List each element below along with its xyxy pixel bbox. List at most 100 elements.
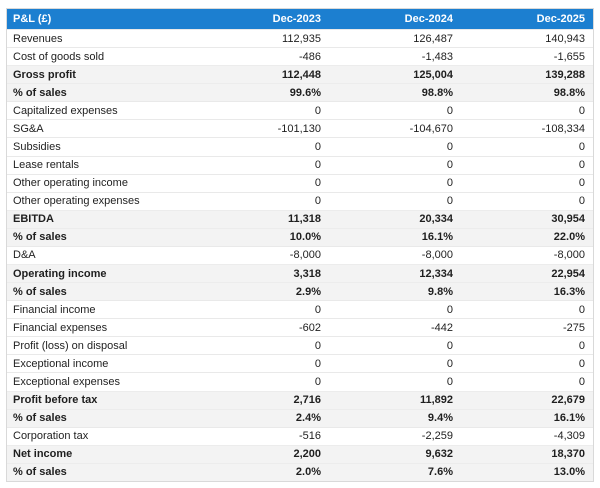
- row-value: 0: [314, 104, 321, 117]
- row-label: Subsidies: [13, 141, 61, 153]
- row-value: 112,448: [281, 68, 321, 81]
- row-value: 0: [578, 303, 585, 316]
- row-label: Revenues: [13, 32, 63, 45]
- row-value: 98.8%: [421, 86, 453, 99]
- table-row-net-income: Net income 2,200 9,632 18,370: [7, 444, 593, 463]
- row-value: -602: [298, 321, 321, 334]
- row-value: 10.0%: [289, 231, 321, 244]
- table-row-other-operating-income: Other operating income 0 0 0: [7, 173, 593, 192]
- row-label: Exceptional income: [13, 357, 109, 370]
- row-value: 0: [446, 159, 453, 172]
- row-value: 0: [314, 177, 321, 190]
- row-value: 9,632: [425, 448, 453, 461]
- table-row-lease-rentals: Lease rentals 0 0 0: [7, 155, 593, 174]
- row-value: -486: [298, 50, 321, 63]
- row-label: % of sales: [13, 466, 67, 479]
- row-value: 140,943: [545, 32, 585, 45]
- row-value: 16.3%: [553, 285, 585, 298]
- row-value: 30,954: [551, 213, 585, 226]
- row-value: 0: [578, 339, 585, 352]
- row-value: 2,716: [293, 394, 321, 407]
- row-value: -1,483: [421, 50, 453, 63]
- table-row-subsidies: Subsidies 0 0 0: [7, 137, 593, 156]
- table-row-financial-income: Financial income 0 0 0: [7, 300, 593, 319]
- row-value: 0: [578, 104, 585, 117]
- row-value: 16.1%: [553, 412, 585, 425]
- table-row-profit-before-tax: Profit before tax 2,716 11,892 22,679: [7, 390, 593, 409]
- row-label: EBITDA: [13, 213, 54, 226]
- row-value: 9.4%: [427, 412, 453, 425]
- column-header-dec-2024: Dec-2024: [404, 13, 453, 25]
- table-row-capitalized-expenses: Capitalized expenses 0 0 0: [7, 101, 593, 120]
- row-value: -8,000: [289, 249, 321, 262]
- row-value: 22,679: [551, 394, 585, 407]
- table-row-cost-of-goods-sold: Cost of goods sold -486 -1,483 -1,655: [7, 47, 593, 66]
- row-value: 0: [578, 141, 585, 153]
- table-row-corporation-tax: Corporation tax -516 -2,259 -4,309: [7, 426, 593, 445]
- row-label: Profit (loss) on disposal: [13, 339, 128, 352]
- table-row-ebitda-pct: % of sales 10.0% 16.1% 22.0%: [7, 227, 593, 246]
- row-value: 0: [446, 177, 453, 190]
- row-value: 0: [446, 376, 453, 389]
- row-value: 0: [446, 339, 453, 352]
- row-value: 0: [446, 141, 453, 153]
- row-value: 139,288: [545, 68, 585, 81]
- row-value: 20,334: [419, 213, 453, 226]
- row-value: 0: [578, 195, 585, 208]
- table-row-revenues: Revenues 112,935 126,487 140,943: [7, 29, 593, 48]
- row-label: Financial expenses: [13, 321, 108, 334]
- table-row-operating-income: Operating income 3,318 12,334 22,954: [7, 264, 593, 283]
- row-label: Capitalized expenses: [13, 104, 118, 117]
- row-value: 0: [314, 339, 321, 352]
- row-label: Gross profit: [13, 68, 76, 81]
- row-label: Financial income: [13, 303, 96, 316]
- row-value: 125,004: [413, 68, 453, 81]
- row-value: 2.9%: [295, 285, 321, 298]
- table-row-profit-loss-on-disposal: Profit (loss) on disposal 0 0 0: [7, 336, 593, 355]
- row-label: Other operating income: [13, 177, 128, 190]
- row-value: 0: [446, 303, 453, 316]
- row-label: SG&A: [13, 122, 44, 135]
- table-row-gross-profit: Gross profit 112,448 125,004 139,288: [7, 65, 593, 84]
- row-value: 2.4%: [295, 412, 321, 425]
- row-label: Profit before tax: [13, 394, 98, 407]
- row-value: 126,487: [413, 32, 453, 45]
- table-row-profit-before-tax-pct: % of sales 2.4% 9.4% 16.1%: [7, 408, 593, 427]
- row-value: 22.0%: [553, 231, 585, 244]
- row-label: D&A: [13, 249, 36, 262]
- row-value: 98.8%: [553, 86, 585, 99]
- row-label: % of sales: [13, 412, 67, 425]
- table-row-exceptional-income: Exceptional income 0 0 0: [7, 354, 593, 373]
- row-value: -8,000: [421, 249, 453, 262]
- row-value: 112,935: [282, 32, 321, 45]
- row-value: 0: [446, 357, 453, 370]
- row-value: 3,318: [293, 267, 321, 280]
- row-value: 2.0%: [295, 466, 321, 479]
- row-label: Other operating expenses: [13, 195, 140, 208]
- row-value: 0: [314, 357, 321, 370]
- row-value: 0: [314, 195, 321, 208]
- table-row-ebitda: EBITDA 11,318 20,334 30,954: [7, 209, 593, 228]
- table-row-sga: SG&A -101,130 -104,670 -108,334: [7, 119, 593, 138]
- row-value: 99.6%: [289, 86, 321, 99]
- row-value: 0: [446, 195, 453, 208]
- row-label: Lease rentals: [13, 159, 80, 172]
- row-value: -108,334: [541, 122, 585, 135]
- row-value: 0: [314, 159, 321, 172]
- row-value: 0: [446, 104, 453, 117]
- row-value: -442: [430, 321, 453, 334]
- row-value: -8,000: [553, 249, 585, 262]
- row-value: 7.6%: [427, 466, 453, 479]
- row-value: 22,954: [551, 267, 585, 280]
- column-header-dec-2025: Dec-2025: [536, 13, 585, 25]
- row-value: 2,200: [293, 448, 321, 461]
- row-value: 0: [314, 303, 321, 316]
- table-row-exceptional-expenses: Exceptional expenses 0 0 0: [7, 372, 593, 391]
- row-value: 9.8%: [427, 285, 453, 298]
- row-value: -516: [298, 430, 321, 443]
- table-row-net-income-pct: % of sales 2.0% 7.6% 13.0%: [7, 462, 593, 481]
- row-value: 11,318: [287, 213, 321, 226]
- row-label: Net income: [13, 448, 73, 461]
- column-header-dec-2023: Dec-2023: [272, 13, 321, 25]
- row-value: 12,334: [419, 267, 453, 280]
